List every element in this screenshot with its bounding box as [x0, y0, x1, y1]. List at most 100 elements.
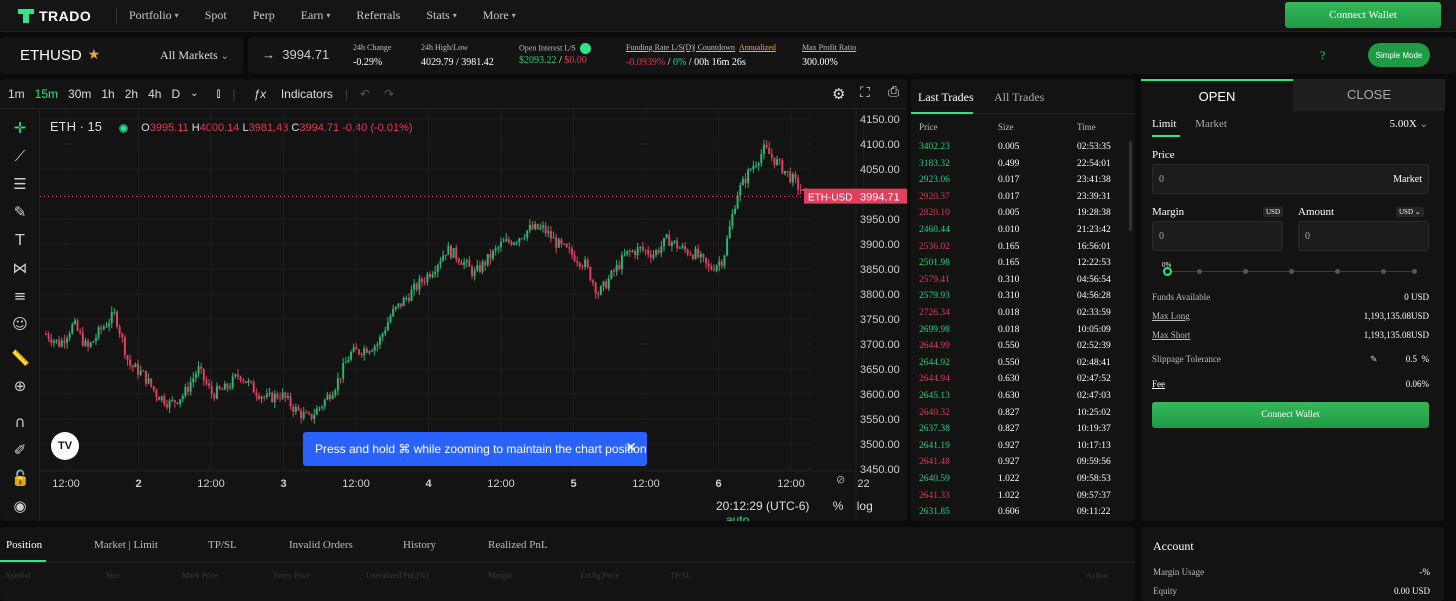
pair-selector[interactable]: ETHUSD ★ All Markets ⌄: [0, 37, 243, 74]
oi-toggle-icon[interactable]: [579, 43, 591, 54]
max-short-label[interactable]: Max Short: [1152, 330, 1191, 340]
timeframe-1h[interactable]: 1h: [101, 86, 115, 101]
trade-size: 0.010: [998, 225, 1020, 235]
text-tool-icon[interactable]: T: [15, 231, 25, 249]
pattern-icon[interactable]: ⋈: [12, 259, 28, 277]
measure-lines-icon[interactable]: ≡: [13, 287, 27, 305]
slider-step[interactable]: [1381, 269, 1386, 274]
candle-body: [686, 249, 689, 255]
amount-currency-dropdown[interactable]: USD ⌄: [1396, 207, 1424, 217]
nav-perp[interactable]: Perp: [253, 8, 275, 23]
trend-line-icon[interactable]: ⟋: [14, 147, 26, 165]
timeframe-15m[interactable]: 15m: [34, 86, 59, 101]
indicators-button[interactable]: ƒx Indicators: [245, 87, 332, 101]
order-connect-wallet-button[interactable]: Connect Wallet: [1152, 402, 1429, 428]
log-scale-toggle[interactable]: log: [856, 499, 873, 513]
nav-spot[interactable]: Spot: [205, 8, 227, 23]
max-long-label[interactable]: Max Long: [1152, 311, 1190, 321]
nav-referrals[interactable]: Referrals: [356, 8, 400, 23]
trade-time: 09:58:53: [1077, 474, 1111, 484]
funding-label[interactable]: Funding Rate L/S(D)| Countdown: [626, 43, 735, 52]
candle-body: [631, 250, 634, 252]
tab-limit[interactable]: Limit: [1152, 118, 1177, 130]
lock-drawing-icon[interactable]: ✐: [13, 441, 27, 459]
camera-icon[interactable]: ⎙: [888, 84, 900, 100]
favorite-star-icon[interactable]: ★: [87, 48, 101, 63]
lock-icon[interactable]: 🔓: [11, 469, 30, 487]
nav-more[interactable]: More ▾: [483, 8, 516, 23]
size-slider[interactable]: [1163, 267, 1417, 276]
undo-icon[interactable]: ↶: [359, 86, 371, 101]
candle-body: [355, 347, 358, 350]
redo-icon[interactable]: ↷: [384, 86, 395, 101]
percent-scale-toggle[interactable]: %: [832, 499, 844, 513]
slider-step[interactable]: [1289, 269, 1294, 274]
help-icon[interactable]: ?: [1320, 48, 1326, 62]
timeframe-30m[interactable]: 30m: [68, 86, 92, 101]
scroll-right-icon[interactable]: ⊘: [836, 473, 845, 486]
tab-market[interactable]: Market: [1195, 118, 1227, 130]
chevron-down-icon[interactable]: ⌄: [190, 88, 199, 99]
simple-mode-button[interactable]: Simple Mode: [1368, 43, 1430, 67]
slippage-input[interactable]: 0.5 %: [1406, 354, 1429, 364]
trade-price: 2641.48: [919, 457, 950, 468]
annualized-link[interactable]: Annualized: [738, 43, 776, 52]
auto-scale-toggle[interactable]: auto: [726, 513, 750, 521]
tab-tpsl[interactable]: TP/SL: [208, 539, 237, 551]
price-input[interactable]: 0 Market: [1152, 164, 1429, 194]
slider-step[interactable]: [1412, 269, 1417, 274]
slider-step[interactable]: [1335, 269, 1340, 274]
active-tab-underline: [1152, 135, 1180, 137]
margin-input[interactable]: 0: [1152, 221, 1283, 251]
trado-logo[interactable]: TRADO: [18, 8, 114, 24]
stat-label[interactable]: Max Profit Ratio: [802, 43, 857, 52]
amount-input[interactable]: 0: [1298, 221, 1429, 251]
nav-portfolio[interactable]: Portfolio ▾: [129, 8, 179, 23]
slider-step[interactable]: [1243, 269, 1248, 274]
tab-open[interactable]: OPEN: [1141, 79, 1293, 111]
tab-market-limit[interactable]: Market | Limit: [94, 539, 158, 551]
timeframe-1m[interactable]: 1m: [8, 86, 25, 101]
price-chart[interactable]: 4150.004100.004050.004000.003950.003900.…: [40, 109, 907, 521]
timeframe-4h[interactable]: 4h: [148, 86, 162, 101]
fee-label[interactable]: Fee: [1152, 379, 1165, 389]
connect-wallet-button[interactable]: Connect Wallet: [1285, 2, 1441, 28]
tab-realized-pnl[interactable]: Realized PnL: [488, 539, 548, 551]
candle-body: [573, 254, 576, 262]
trade-time: 04:56:54: [1077, 274, 1111, 285]
tab-history[interactable]: History: [403, 539, 436, 551]
ruler-icon[interactable]: 📏: [11, 349, 30, 367]
leverage-selector[interactable]: 5.00X ⌄: [1390, 118, 1428, 130]
candle-body: [802, 188, 805, 191]
settings-gear-icon[interactable]: ⚙: [832, 85, 846, 103]
candle-type-icon[interactable]: ⫾: [216, 86, 221, 100]
tradingview-logo[interactable]: TV: [51, 432, 79, 460]
zoom-in-icon[interactable]: ⊕: [13, 377, 27, 395]
slider-step[interactable]: [1197, 269, 1202, 274]
tab-invalid-orders[interactable]: Invalid Orders: [289, 539, 353, 551]
candle-body: [97, 327, 100, 338]
nav-stats[interactable]: Stats ▾: [426, 8, 456, 23]
edit-pencil-icon[interactable]: ✎: [1370, 354, 1378, 364]
tab-last-trades[interactable]: Last Trades: [918, 90, 974, 104]
tab-all-trades[interactable]: All Trades: [994, 90, 1045, 104]
tab-position[interactable]: Position: [6, 539, 43, 551]
timeframe-D[interactable]: D: [171, 86, 181, 101]
horizontal-lines-icon[interactable]: ☰: [13, 175, 27, 193]
candle-body: [655, 250, 658, 255]
slider-thumb[interactable]: [1163, 267, 1172, 276]
timeframe-2h[interactable]: 2h: [124, 86, 139, 101]
all-markets-dropdown[interactable]: All Markets ⌄: [160, 48, 229, 63]
scrollbar[interactable]: [1129, 141, 1132, 231]
eye-icon[interactable]: ◉: [13, 497, 27, 515]
brush-icon[interactable]: ✎: [13, 203, 27, 221]
fullscreen-icon[interactable]: ⛶: [860, 85, 870, 101]
emoji-icon[interactable]: ☺: [12, 315, 28, 333]
candle-body: [560, 239, 563, 244]
candle-body: [747, 169, 750, 184]
crosshair-icon[interactable]: ✛: [13, 119, 27, 137]
tab-close[interactable]: CLOSE: [1293, 79, 1445, 111]
magnet-icon[interactable]: ∩: [14, 413, 26, 431]
nav-earn[interactable]: Earn ▾: [301, 8, 331, 23]
close-icon[interactable]: ✕: [625, 439, 637, 455]
